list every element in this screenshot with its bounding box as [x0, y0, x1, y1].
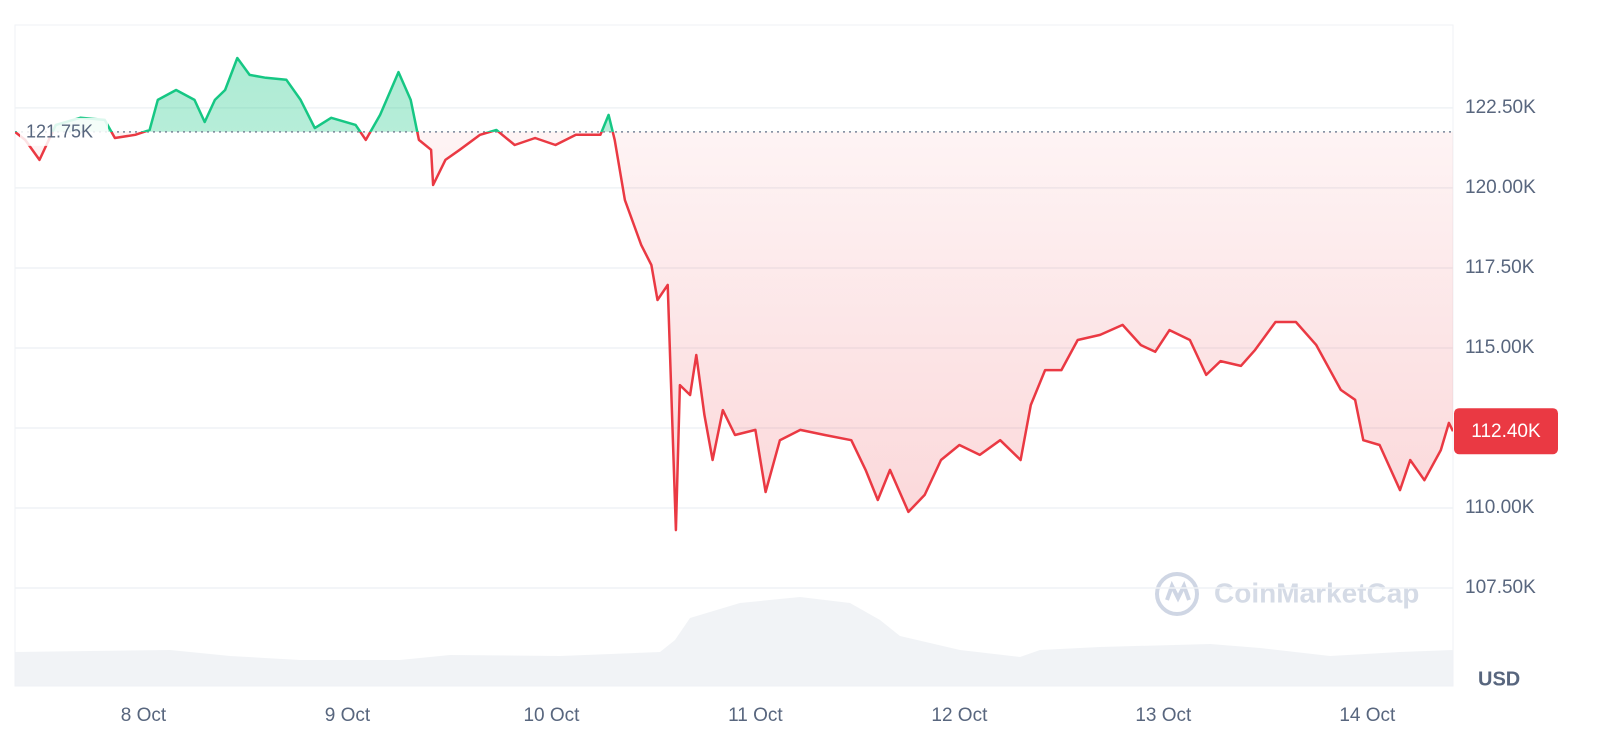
baseline-label-bg: [20, 117, 108, 146]
volume-area: [15, 597, 1453, 686]
last-price-label: 112.40K: [1471, 421, 1541, 442]
watermark: CoinMarketCap: [1155, 572, 1419, 616]
y-tick-label: 122.50K: [1465, 97, 1536, 118]
price-line-below: [15, 131, 1453, 532]
x-tick-label: 9 Oct: [325, 705, 371, 726]
x-tick-label: 10 Oct: [523, 705, 580, 726]
x-tick-label: 8 Oct: [121, 705, 167, 726]
last-price-badge: [1454, 408, 1558, 455]
y-tick-label: 110.00K: [1465, 497, 1535, 518]
baseline-label: 121.75K: [26, 122, 93, 142]
x-tick-label: 13 Oct: [1135, 705, 1192, 726]
y-tick-label: 107.50K: [1465, 577, 1536, 598]
area-above: [15, 58, 1453, 132]
currency-label: USD: [1478, 668, 1520, 690]
watermark-text: CoinMarketCap: [1214, 577, 1419, 608]
y-tick-label: 115.00K: [1465, 337, 1535, 358]
x-tick-label: 12 Oct: [931, 705, 988, 726]
x-tick-label: 11 Oct: [728, 705, 783, 726]
x-tick-label: 14 Oct: [1339, 705, 1396, 726]
y-tick-label: 117.50K: [1465, 257, 1535, 278]
area-below: [15, 131, 1453, 531]
price-line-above: [15, 56, 615, 132]
y-tick-label: 120.00K: [1465, 177, 1536, 198]
